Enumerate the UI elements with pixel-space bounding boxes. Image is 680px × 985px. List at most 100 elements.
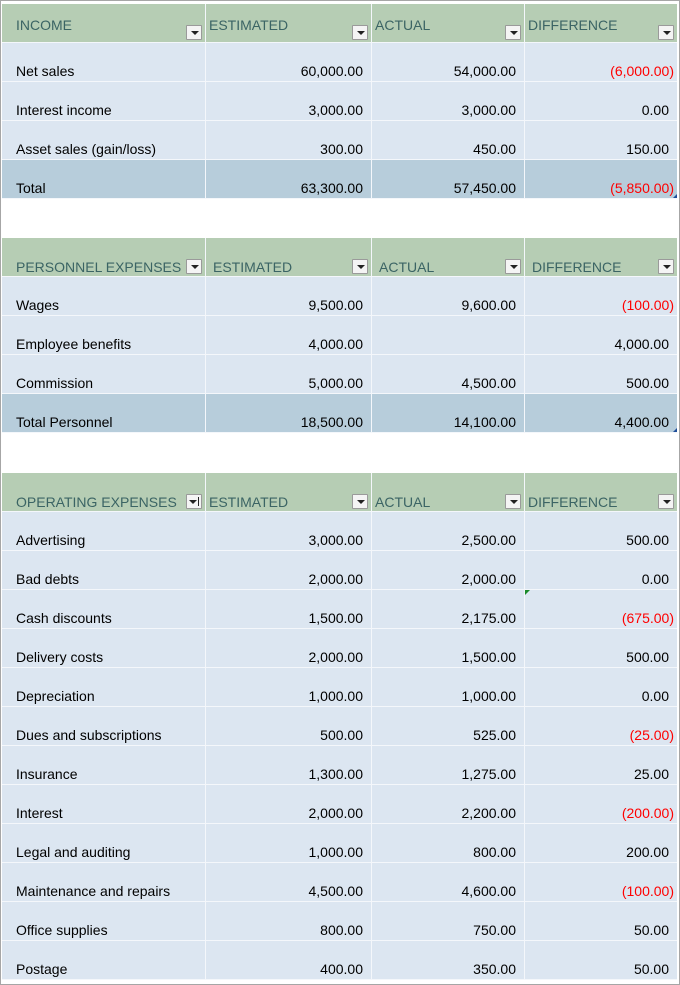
actual-cell[interactable]: 4,500.00 (372, 355, 525, 393)
table-resize-handle[interactable] (673, 428, 677, 432)
filter-dropdown-icon[interactable] (352, 259, 368, 274)
difference-header-cell[interactable]: DIFFERENCE (525, 4, 677, 42)
total-label-cell[interactable]: Total (2, 160, 206, 198)
difference-cell[interactable]: 50.00 (525, 902, 677, 940)
category-cell[interactable]: Office supplies (2, 902, 206, 940)
category-cell[interactable]: Maintenance and repairs (2, 863, 206, 901)
estimated-header-cell[interactable]: ESTIMATED (206, 238, 372, 276)
total-difference-cell[interactable]: 4,400.00 (525, 394, 677, 432)
category-cell[interactable]: Interest income (2, 82, 206, 120)
category-cell[interactable]: Interest (2, 785, 206, 823)
actual-cell[interactable]: 3,000.00 (372, 82, 525, 120)
difference-cell[interactable]: (100.00) (525, 277, 677, 315)
actual-cell[interactable]: 1,275.00 (372, 746, 525, 784)
estimated-cell[interactable]: 2,000.00 (206, 629, 372, 667)
estimated-cell[interactable]: 400.00 (206, 941, 372, 979)
actual-cell[interactable] (372, 316, 525, 354)
estimated-cell[interactable]: 500.00 (206, 707, 372, 745)
estimated-cell[interactable]: 3,000.00 (206, 512, 372, 550)
estimated-header-cell[interactable]: ESTIMATED (206, 4, 372, 42)
estimated-cell[interactable]: 4,500.00 (206, 863, 372, 901)
filter-dropdown-icon[interactable] (505, 494, 521, 509)
total-actual-cell[interactable]: 57,450.00 (372, 160, 525, 198)
category-cell[interactable]: Depreciation (2, 668, 206, 706)
category-cell[interactable]: Insurance (2, 746, 206, 784)
total-difference-cell[interactable]: (5,850.00) (525, 160, 677, 198)
difference-cell[interactable]: (200.00) (525, 785, 677, 823)
difference-cell[interactable]: (25.00) (525, 707, 677, 745)
category-cell[interactable]: Delivery costs (2, 629, 206, 667)
estimated-header-cell[interactable]: ESTIMATED (206, 473, 372, 511)
difference-cell[interactable]: 500.00 (525, 629, 677, 667)
sort-filter-dropdown-icon[interactable] (186, 494, 202, 509)
estimated-cell[interactable]: 1,000.00 (206, 668, 372, 706)
personnel-header-cell[interactable]: PERSONNEL EXPENSES (2, 238, 206, 276)
category-cell[interactable]: Cash discounts (2, 590, 206, 628)
income-header-cell[interactable]: INCOME (2, 4, 206, 42)
filter-dropdown-icon[interactable] (658, 494, 674, 509)
estimated-cell[interactable]: 4,000.00 (206, 316, 372, 354)
estimated-cell[interactable]: 2,000.00 (206, 551, 372, 589)
total-estimated-cell[interactable]: 63,300.00 (206, 160, 372, 198)
error-indicator-icon[interactable] (525, 590, 530, 595)
difference-cell[interactable]: 0.00 (525, 551, 677, 589)
table-resize-handle[interactable] (673, 194, 677, 198)
difference-header-cell[interactable]: DIFFERENCE (525, 238, 677, 276)
actual-cell[interactable]: 350.00 (372, 941, 525, 979)
actual-cell[interactable]: 2,500.00 (372, 512, 525, 550)
actual-header-cell[interactable]: ACTUAL (372, 473, 525, 511)
estimated-cell[interactable]: 1,300.00 (206, 746, 372, 784)
actual-cell[interactable]: 2,000.00 (372, 551, 525, 589)
total-actual-cell[interactable]: 14,100.00 (372, 394, 525, 432)
filter-dropdown-icon[interactable] (186, 259, 202, 274)
filter-dropdown-icon[interactable] (352, 25, 368, 40)
filter-dropdown-icon[interactable] (658, 25, 674, 40)
actual-cell[interactable]: 800.00 (372, 824, 525, 862)
operating-header-cell[interactable]: OPERATING EXPENSES (2, 473, 206, 511)
category-cell[interactable]: Asset sales (gain/loss) (2, 121, 206, 159)
category-cell[interactable]: Postage (2, 941, 206, 979)
actual-header-cell[interactable]: ACTUAL (372, 238, 525, 276)
difference-cell[interactable]: 500.00 (525, 355, 677, 393)
difference-cell[interactable]: 0.00 (525, 668, 677, 706)
actual-cell[interactable]: 1,500.00 (372, 629, 525, 667)
actual-cell[interactable]: 750.00 (372, 902, 525, 940)
estimated-cell[interactable]: 300.00 (206, 121, 372, 159)
actual-header-cell[interactable]: ACTUAL (372, 4, 525, 42)
category-cell[interactable]: Dues and subscriptions (2, 707, 206, 745)
estimated-cell[interactable]: 2,000.00 (206, 785, 372, 823)
category-cell[interactable]: Commission (2, 355, 206, 393)
filter-dropdown-icon[interactable] (658, 259, 674, 274)
difference-cell[interactable]: 200.00 (525, 824, 677, 862)
difference-cell[interactable]: (6,000.00) (525, 43, 677, 81)
actual-cell[interactable]: 9,600.00 (372, 277, 525, 315)
difference-cell[interactable]: 150.00 (525, 121, 677, 159)
estimated-cell[interactable]: 3,000.00 (206, 82, 372, 120)
category-cell[interactable]: Wages (2, 277, 206, 315)
total-estimated-cell[interactable]: 18,500.00 (206, 394, 372, 432)
actual-cell[interactable]: 450.00 (372, 121, 525, 159)
filter-dropdown-icon[interactable] (186, 25, 202, 40)
filter-dropdown-icon[interactable] (505, 259, 521, 274)
estimated-cell[interactable]: 1,000.00 (206, 824, 372, 862)
difference-cell[interactable]: 0.00 (525, 82, 677, 120)
estimated-cell[interactable]: 9,500.00 (206, 277, 372, 315)
difference-cell[interactable]: (675.00) (525, 590, 677, 628)
difference-cell[interactable]: (100.00) (525, 863, 677, 901)
category-cell[interactable]: Advertising (2, 512, 206, 550)
filter-dropdown-icon[interactable] (505, 25, 521, 40)
estimated-cell[interactable]: 60,000.00 (206, 43, 372, 81)
category-cell[interactable]: Legal and auditing (2, 824, 206, 862)
actual-cell[interactable]: 525.00 (372, 707, 525, 745)
category-cell[interactable]: Net sales (2, 43, 206, 81)
difference-cell[interactable]: 500.00 (525, 512, 677, 550)
estimated-cell[interactable]: 1,500.00 (206, 590, 372, 628)
actual-cell[interactable]: 2,200.00 (372, 785, 525, 823)
actual-cell[interactable]: 4,600.00 (372, 863, 525, 901)
filter-dropdown-icon[interactable] (352, 494, 368, 509)
estimated-cell[interactable]: 5,000.00 (206, 355, 372, 393)
difference-cell[interactable]: 25.00 (525, 746, 677, 784)
category-cell[interactable]: Employee benefits (2, 316, 206, 354)
difference-cell[interactable]: 50.00 (525, 941, 677, 979)
difference-cell[interactable]: 4,000.00 (525, 316, 677, 354)
